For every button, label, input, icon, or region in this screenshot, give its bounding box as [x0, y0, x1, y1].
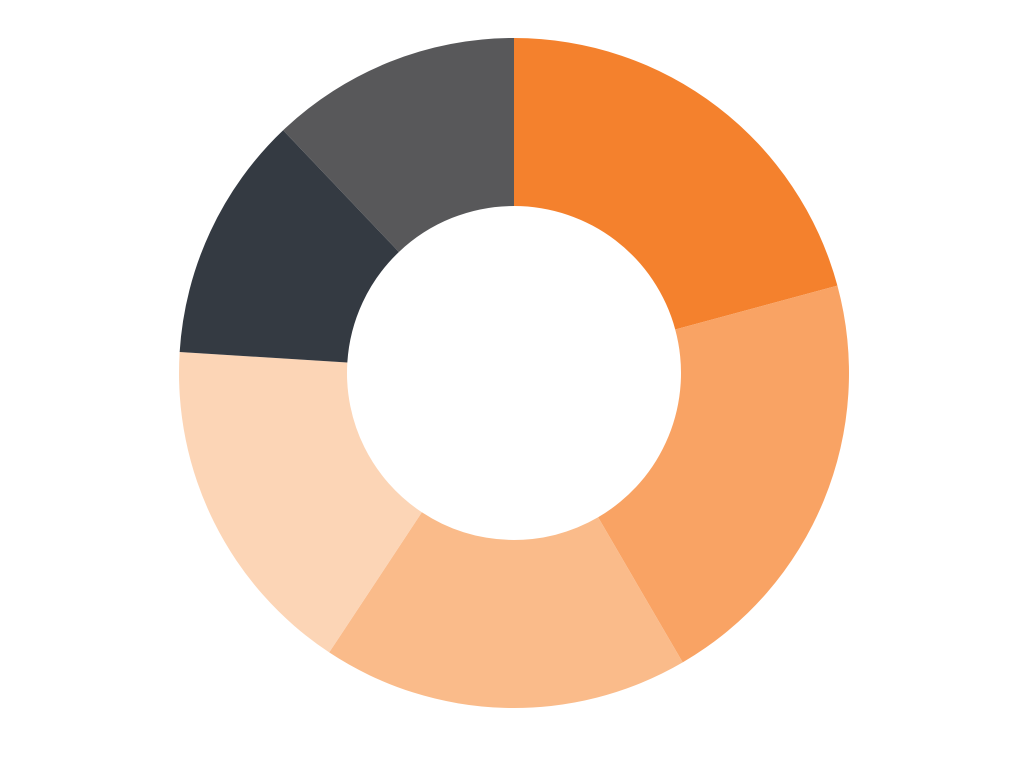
donut-slice-2 — [598, 285, 849, 663]
donut-slice-1 — [514, 38, 838, 330]
donut-slice-3 — [329, 512, 683, 708]
donut-slice-6 — [283, 38, 514, 252]
donut-slices — [179, 38, 849, 708]
donut-slice-5 — [179, 130, 399, 363]
donut-slice-4 — [179, 351, 422, 653]
